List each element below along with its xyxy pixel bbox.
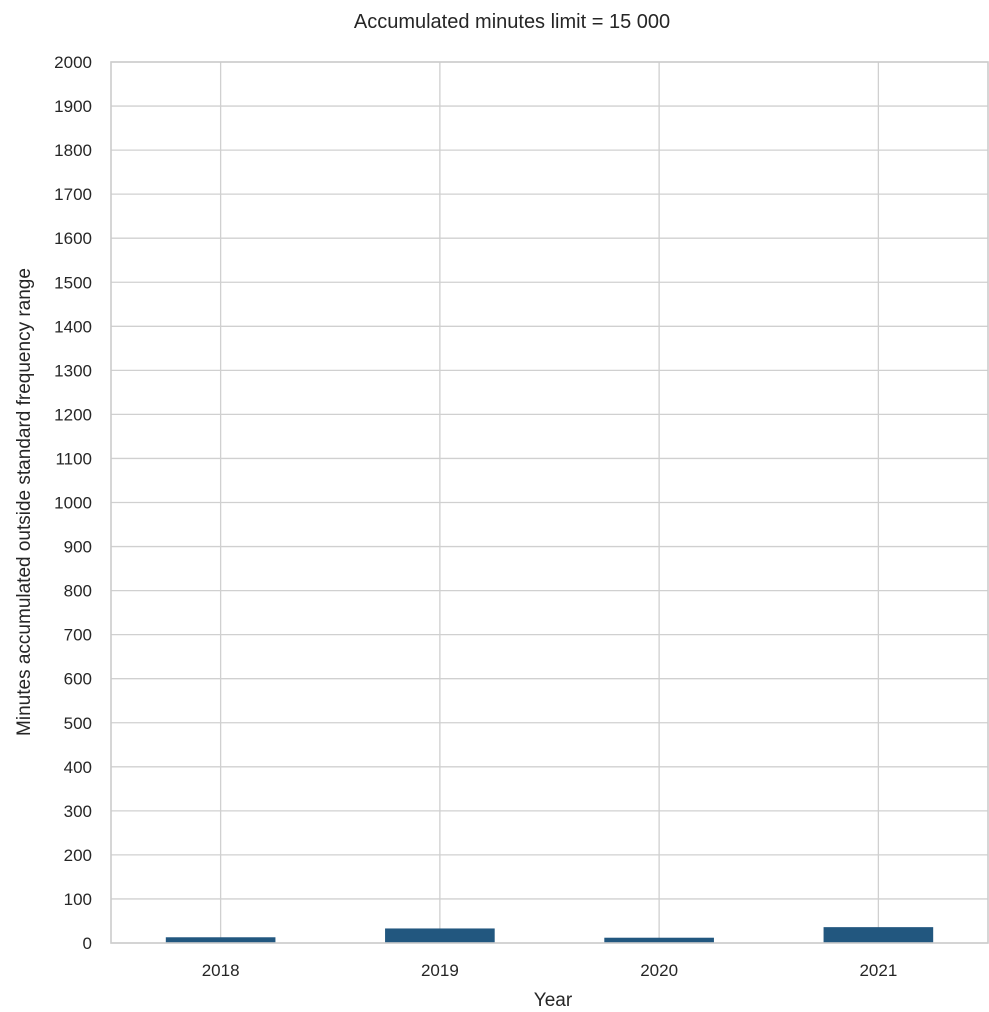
y-tick-label: 1900 <box>54 97 92 116</box>
bar-2019 <box>385 928 495 943</box>
y-tick-label: 400 <box>64 758 92 777</box>
y-tick-label: 1000 <box>54 494 92 513</box>
plot-frame <box>110 61 989 944</box>
y-tick-label: 500 <box>64 714 92 733</box>
x-tick-label: 2018 <box>202 961 240 980</box>
bar-2020 <box>604 937 714 943</box>
y-tick-label: 700 <box>64 626 92 645</box>
bar-layer <box>165 927 934 943</box>
y-tick-label: 100 <box>64 890 92 909</box>
y-tick-label: 1400 <box>54 317 92 336</box>
y-tick-label: 200 <box>64 846 92 865</box>
y-tick-label: 2000 <box>54 53 92 72</box>
x-tick-label: 2019 <box>421 961 459 980</box>
y-tick-label: 1700 <box>54 185 92 204</box>
y-tick-label: 600 <box>64 670 92 689</box>
y-tick-label: 1600 <box>54 229 92 248</box>
y-tick-label: 0 <box>83 934 92 953</box>
y-tick-label: 1300 <box>54 361 92 380</box>
y-tick-label: 1100 <box>55 449 92 468</box>
x-tick-label: 2020 <box>640 961 678 980</box>
bar-2021 <box>823 927 934 943</box>
x-axis-label: Year <box>534 990 573 1011</box>
grid-layer <box>111 61 988 944</box>
bar-2018 <box>165 937 276 943</box>
y-tick-label: 900 <box>64 538 92 557</box>
y-tick-label: 300 <box>64 802 92 821</box>
y-axis-label: Minutes accumulated outside standard fre… <box>14 268 35 736</box>
chart-title: Accumulated minutes limit = 15 000 <box>354 11 670 33</box>
x-tick-labels: 2018 2019 2020 2021 <box>202 961 898 980</box>
x-tick-label: 2021 <box>859 961 897 980</box>
y-tick-label: 1500 <box>54 273 92 292</box>
y-tick-label: 1200 <box>54 405 92 424</box>
y-tick-label: 1800 <box>54 141 92 160</box>
y-tick-label: 800 <box>64 582 92 601</box>
y-tick-labels: 0 100 200 300 400 500 600 700 800 900 1000 1100 1200… <box>54 53 92 953</box>
